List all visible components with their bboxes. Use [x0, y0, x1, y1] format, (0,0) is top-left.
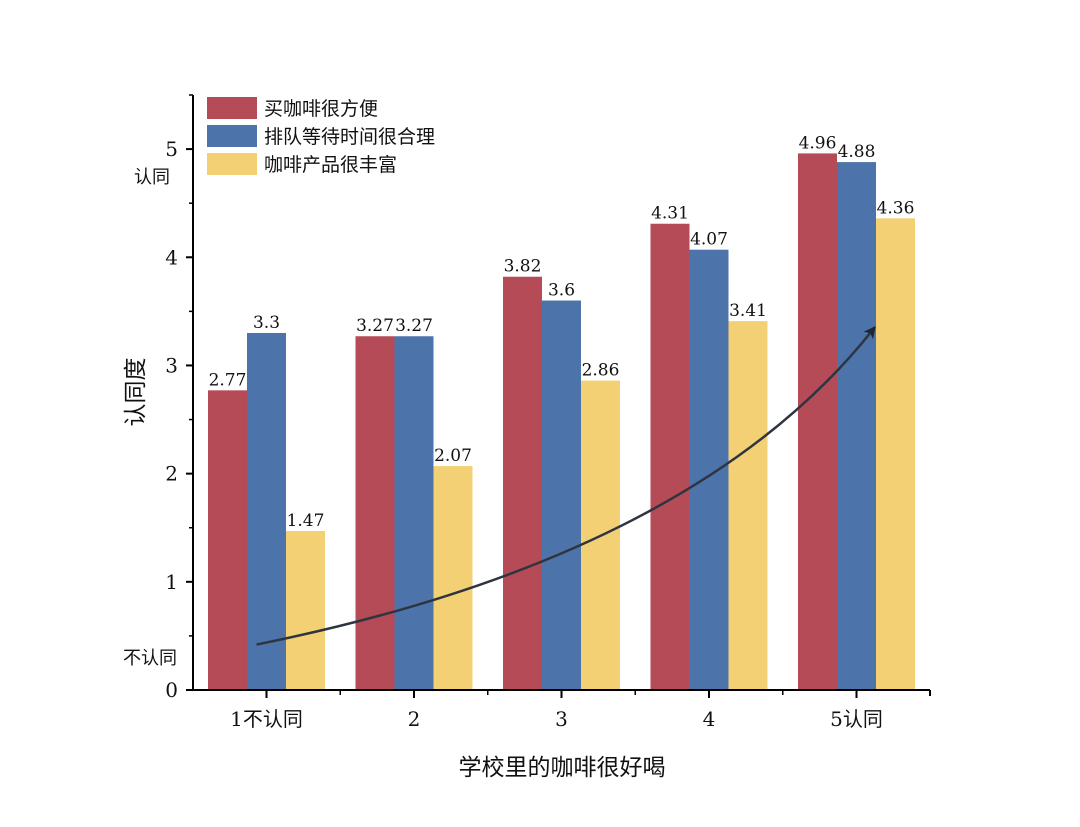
data-label-series1-cat5: 4.96 — [799, 133, 837, 153]
data-label-series1-cat4: 4.31 — [651, 204, 689, 224]
data-label-series3-cat5: 4.36 — [877, 198, 915, 218]
x-tick-label-5: 5认同 — [830, 707, 883, 731]
bar-series1-cat4 — [650, 223, 690, 690]
legend-label-series2: 排队等待时间很合理 — [264, 126, 435, 148]
data-label-series2-cat1: 3.3 — [253, 313, 280, 333]
x-tick-label-2: 2 — [408, 707, 421, 731]
bar-series1-cat2 — [355, 336, 395, 690]
x-tick-suffix: 不认同 — [243, 707, 303, 731]
bar-series1-cat1 — [208, 390, 247, 690]
x-tick-label-3: 3 — [555, 707, 568, 731]
data-label-series2-cat4: 4.07 — [690, 230, 728, 250]
annotation-layer — [256, 326, 876, 646]
x-tick-number: 1 — [230, 707, 243, 731]
data-label-series2-cat2: 3.27 — [395, 316, 433, 336]
y-tick-label: 5 — [165, 137, 178, 161]
data-labels-layer: 2.773.31.473.27 3.272.073.823.62.864.314.… — [209, 133, 915, 531]
x-tick-number: 2 — [408, 707, 421, 731]
x-tick-number: 5 — [830, 707, 843, 731]
data-label-series3-cat3: 2.86 — [582, 361, 620, 381]
x-tick-label-1: 1不认同 — [230, 707, 303, 731]
trend-arrow — [256, 326, 876, 646]
y-tick-label: 2 — [165, 462, 178, 486]
bar-series1-cat5 — [798, 153, 837, 690]
y-side-label-disagree: 不认同 — [123, 648, 177, 669]
x-axis-title: 学校里的咖啡很好喝 — [459, 755, 666, 781]
data-label-series3-cat4: 3.41 — [729, 301, 767, 321]
x-tick-suffix: 认同 — [843, 707, 883, 731]
bar-series1-cat3 — [503, 276, 542, 690]
legend-swatch-series2 — [207, 125, 257, 147]
bar-series3-cat1 — [286, 530, 325, 690]
data-label-series2-cat3: 3.6 — [548, 281, 575, 301]
bar-series3-cat5 — [876, 218, 915, 690]
legend-label-series1: 买咖啡很方便 — [264, 98, 378, 120]
bar-series2-cat4 — [689, 249, 729, 690]
y-tick-label: 4 — [165, 245, 178, 269]
bar-series3-cat2 — [433, 466, 473, 690]
data-label-series1-cat3: 3.82 — [504, 257, 542, 277]
data-label-series3-cat1: 1.47 — [287, 511, 325, 531]
y-tick-label: 1 — [165, 570, 178, 594]
bar-series3-cat4 — [728, 321, 768, 690]
x-tick-number: 4 — [703, 707, 716, 731]
y-side-label-agree: 认同 — [134, 167, 170, 188]
y-tick-label: 3 — [165, 353, 178, 377]
bars-layer — [208, 153, 915, 690]
bar-series2-cat2 — [394, 336, 434, 690]
bar-series2-cat1 — [247, 333, 286, 690]
y-tick-label: 0 — [165, 678, 178, 702]
data-label-series1-cat1: 2.77 — [209, 370, 247, 390]
y-axis-title: 认同度 — [123, 358, 149, 427]
data-label-series1-cat2: 3.27 — [356, 316, 394, 336]
legend-label-series3: 咖啡产品很丰富 — [264, 154, 397, 176]
x-tick-label-4: 4 — [703, 707, 716, 731]
bar-series2-cat3 — [542, 300, 581, 690]
data-label-series2-cat5: 4.88 — [838, 142, 876, 162]
data-label-series3-cat2: 2.07 — [434, 446, 472, 466]
bar-series2-cat5 — [837, 162, 876, 690]
legend-swatch-series1 — [207, 97, 257, 119]
x-tick-number: 3 — [555, 707, 568, 731]
legend-swatch-series3 — [207, 153, 257, 175]
